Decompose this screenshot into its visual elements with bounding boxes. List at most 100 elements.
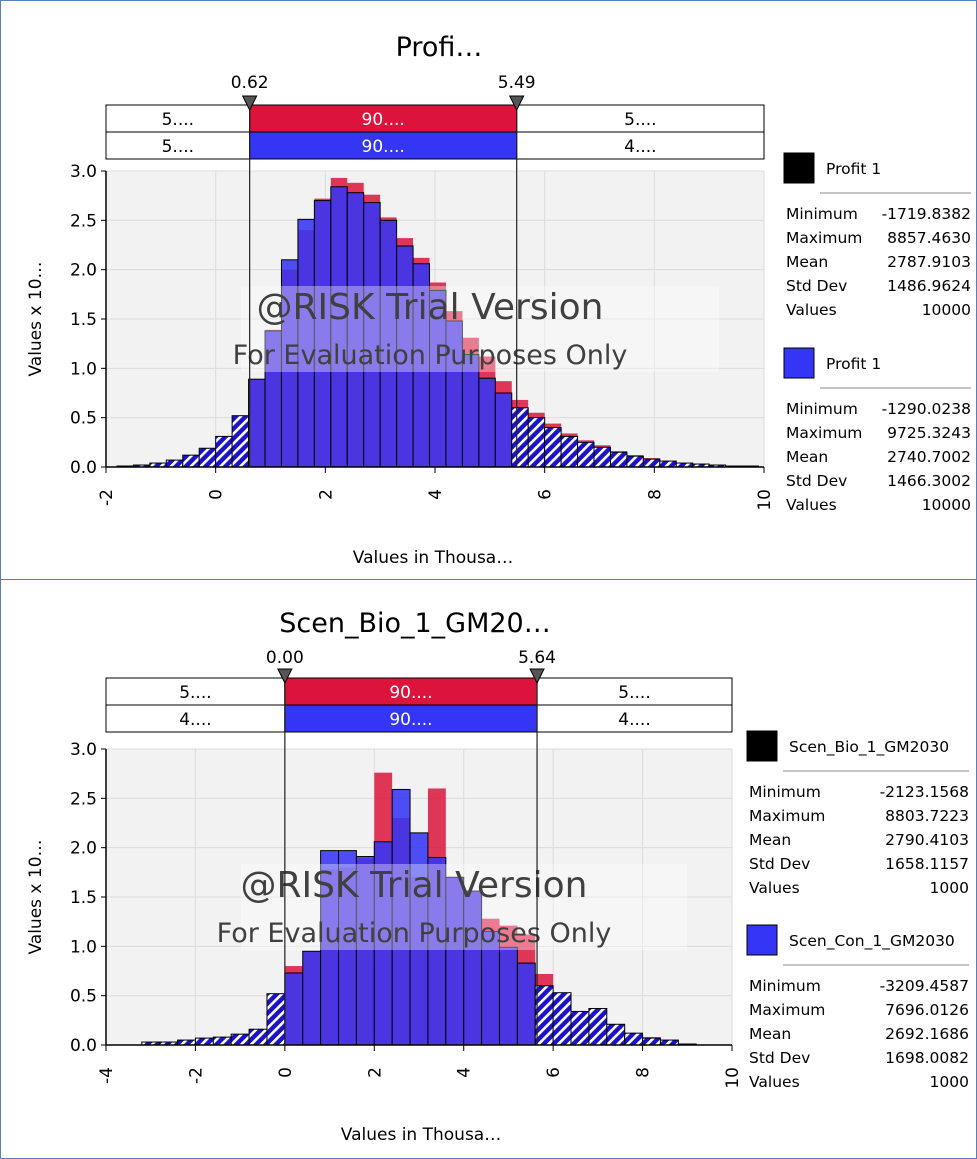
stat-value: 2740.7002 — [887, 448, 971, 466]
bar-blue — [626, 455, 644, 468]
x-tick-label: -2 — [186, 1067, 206, 1084]
x-axis-label: Values in Thousa… — [353, 548, 513, 568]
y-tick-label: 0.0 — [70, 458, 97, 478]
watermark-line2: For Evaluation Purposes Only — [217, 918, 612, 949]
band_red-right — [536, 677, 733, 706]
stat-value: 1486.9624 — [887, 277, 971, 295]
band_red-middle-label: 90.... — [362, 110, 405, 130]
x-tick-label: 6 — [544, 1067, 564, 1078]
band_blue-right-label: 4.... — [624, 137, 656, 157]
watermark-box — [241, 864, 687, 950]
x-tick-label: 10 — [755, 489, 775, 511]
y-tick-label: 1.0 — [70, 359, 97, 379]
y-axis-label: Values x 10… — [26, 261, 46, 376]
chart-title: Scen_Bio_1_GM20… — [279, 608, 551, 639]
y-tick-label: 2.5 — [70, 211, 97, 231]
stat-label: Mean — [786, 448, 828, 466]
stat-value: 1000 — [930, 1073, 969, 1091]
band_red-middle-label: 90.... — [389, 683, 432, 703]
bar-blue — [212, 1036, 232, 1046]
bar-blue — [182, 454, 200, 468]
bar-blue — [552, 992, 572, 1046]
bar-blue — [215, 435, 233, 468]
left_marker-triangle — [241, 95, 258, 112]
stat-value: 10000 — [922, 301, 971, 319]
y-tick-label: 2.0 — [70, 839, 97, 859]
y-tick-label: 0.0 — [70, 1036, 97, 1056]
stat-label: Minimum — [749, 977, 821, 995]
y-tick-label: 3.0 — [70, 740, 97, 760]
stat-label: Values — [749, 879, 800, 897]
bar-blue — [194, 1037, 214, 1046]
bar-blue — [659, 460, 677, 468]
stat-label: Std Dev — [749, 855, 810, 873]
left_marker-label: 0.62 — [231, 73, 269, 93]
bar-blue — [198, 447, 217, 468]
bar-blue — [248, 378, 266, 468]
bar-blue — [544, 427, 562, 468]
stat-label: Maximum — [749, 807, 825, 825]
bar-blue — [588, 1007, 608, 1046]
stat-label: Mean — [786, 253, 828, 271]
stat-value: -3209.4587 — [880, 977, 969, 995]
x-tick-label: 8 — [645, 489, 665, 500]
y-tick-label: 1.0 — [70, 937, 97, 957]
bar-blue — [284, 972, 304, 1046]
x-axis-label: Values in Thousa… — [341, 1125, 501, 1145]
band_red-left — [105, 104, 251, 133]
bar-blue — [577, 441, 595, 468]
stat-value: 2787.9103 — [887, 253, 971, 271]
stat-label: Maximum — [786, 229, 862, 247]
right_marker-triangle — [508, 95, 525, 112]
y-tick-label: 2.5 — [70, 789, 97, 809]
stat-value: -1719.8382 — [882, 205, 971, 223]
chart-title: Profi… — [396, 32, 483, 63]
stat-value: 1000 — [930, 879, 969, 897]
band_red-right-label: 5.... — [618, 683, 650, 703]
stat-label: Minimum — [749, 783, 821, 801]
y-tick-label: 1.5 — [70, 888, 97, 908]
band_blue-left-label: 5.... — [162, 137, 194, 157]
band_red-left-label: 5.... — [179, 683, 211, 703]
x-tick-label: 8 — [634, 1067, 654, 1078]
stat-value: 8803.7223 — [885, 807, 969, 825]
bar-blue — [248, 1028, 268, 1046]
left_marker-label: 0.00 — [266, 648, 304, 668]
stat-label: Maximum — [749, 1001, 825, 1019]
legend-swatch-blue — [746, 924, 778, 956]
x-tick-label: -2 — [97, 489, 117, 506]
chart-svg-profit: Profi… @RISK Trial Version For Evaluation … — [26, 32, 971, 568]
stat-value: 2692.1686 — [885, 1025, 969, 1043]
bar-blue — [478, 377, 496, 468]
stat-value: 8857.4630 — [887, 229, 971, 247]
legend-swatch-black — [783, 152, 815, 184]
stat-value: -1290.0238 — [882, 400, 971, 418]
stat-label: Mean — [749, 1025, 791, 1043]
y-tick-label: 2.0 — [70, 261, 97, 281]
band_blue-right — [516, 131, 765, 160]
x-tick-label: 10 — [723, 1067, 743, 1089]
y-tick-label: 3.0 — [70, 162, 97, 182]
x-tick-label: 2 — [316, 489, 336, 500]
right_marker-triangle — [529, 668, 545, 685]
stat-label: Values — [749, 1073, 800, 1091]
bar-blue — [516, 962, 536, 1046]
right_marker-label: 5.64 — [518, 648, 556, 668]
band_red-left-label: 5.... — [162, 110, 194, 130]
stat-value: 2790.4103 — [885, 831, 969, 849]
stat-value: 10000 — [922, 496, 971, 514]
band_blue-left-label: 4.... — [179, 710, 211, 730]
left_marker-triangle — [277, 668, 293, 685]
band_red-right-label: 5.... — [624, 110, 656, 130]
chart-svg-scen-bio: Scen_Bio_1_GM20… @RISK Trial Version For E… — [26, 608, 969, 1145]
bar-blue — [498, 946, 518, 1046]
bar-blue — [606, 1023, 626, 1046]
bar-blue — [642, 1037, 661, 1046]
legend-swatch-blue — [783, 347, 815, 379]
watermark-line2: For Evaluation Purposes Only — [233, 340, 628, 371]
legend-series-name: Scen_Con_1_GM2030 — [789, 932, 955, 951]
stat-label: Values — [786, 496, 837, 514]
stat-label: Mean — [749, 831, 791, 849]
y-tick-label: 1.5 — [70, 310, 97, 330]
bar-blue — [302, 950, 322, 1046]
